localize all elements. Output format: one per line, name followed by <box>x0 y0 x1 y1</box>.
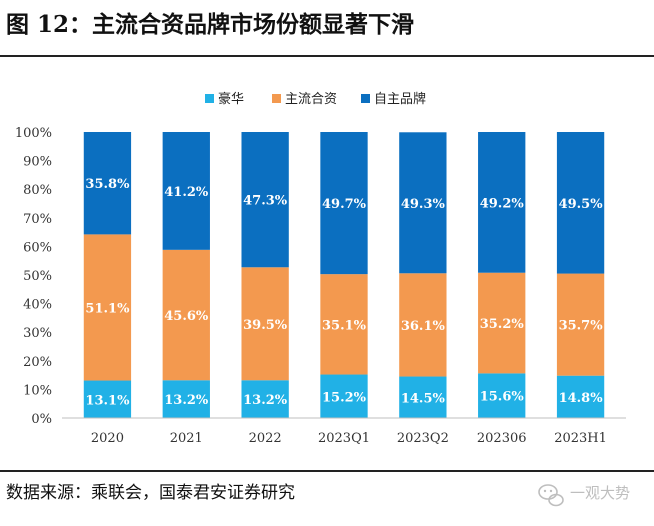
x-tick-label: 2023H1 <box>554 431 607 446</box>
data-label: 15.2% <box>322 390 367 405</box>
y-tick-label: 10% <box>23 383 52 398</box>
x-tick-label: 202306 <box>477 431 527 446</box>
data-label: 35.7% <box>559 319 604 334</box>
x-tick-label: 2020 <box>91 431 124 446</box>
data-label: 51.1% <box>85 301 130 316</box>
bar-segment <box>556 132 605 274</box>
bar-segment <box>241 267 289 381</box>
data-label: 49.7% <box>322 197 367 212</box>
bar-series-group: 13.1% 51.1% 35.8% 13.2% 45.6% 41.2% 13.2% 39.5%… <box>83 132 605 418</box>
data-label: 14.5% <box>401 391 446 406</box>
y-tick-label: 30% <box>23 326 52 341</box>
data-label: 36.1% <box>401 319 446 334</box>
bar-segment <box>556 273 605 376</box>
bar-segment <box>478 272 526 374</box>
y-tick-label: 40% <box>23 298 52 313</box>
x-tick-label: 2023Q2 <box>397 431 449 446</box>
bar-segment <box>83 132 132 235</box>
bar-segment <box>478 373 526 418</box>
data-label: 35.2% <box>480 317 525 332</box>
legend-swatch <box>272 94 281 103</box>
bar-segment <box>320 274 368 375</box>
legend-label: 自主品牌 <box>374 91 426 107</box>
bar-segment <box>399 132 447 274</box>
bar-segment <box>556 375 605 418</box>
bar-segment <box>478 132 526 273</box>
legend-swatch <box>205 94 214 103</box>
data-label: 35.8% <box>85 177 130 192</box>
legend-label: 豪华 <box>218 91 244 107</box>
x-axis: 2020 2021 2022 2023Q1 2023Q2 202306 2023H1 <box>62 417 626 446</box>
bar-segment <box>83 234 132 381</box>
bar-segment <box>162 249 210 381</box>
data-label: 41.2% <box>164 185 209 200</box>
y-tick-label: 0% <box>31 412 52 427</box>
bar-segment <box>320 374 368 418</box>
x-tick-label: 2021 <box>170 431 203 446</box>
source-note: 数据来源：乘联会，国泰君安证券研究 <box>6 483 295 503</box>
legend-swatch <box>361 94 370 103</box>
y-tick-label: 20% <box>23 355 52 370</box>
data-label: 39.5% <box>243 318 288 333</box>
bar-segment <box>320 132 368 275</box>
data-label: 35.1% <box>322 318 367 333</box>
legend-label: 主流合资 <box>285 92 337 107</box>
bar-segment <box>241 380 289 418</box>
figure-title: 图 12：主流合资品牌市场份额显著下滑 <box>6 11 415 38</box>
top-rule <box>0 55 654 57</box>
data-label: 15.6% <box>480 390 525 405</box>
x-tick-label: 2022 <box>249 431 282 446</box>
data-label: 49.5% <box>559 197 604 212</box>
data-label: 13.2% <box>164 393 209 408</box>
y-tick-label: 60% <box>23 240 52 255</box>
data-label: 47.3% <box>243 194 288 209</box>
stacked-bar-chart: 豪华 主流合资 自主品牌 0% 10% 20% 30% 40% 50% 60% 70% 80% 90%… <box>15 91 626 446</box>
y-tick-label: 80% <box>23 183 52 198</box>
data-label: 13.2% <box>243 393 288 408</box>
weixin-icon <box>538 484 564 507</box>
data-label: 14.8% <box>559 391 604 406</box>
y-tick-label: 90% <box>23 155 52 170</box>
watermark-text: 一观大势 <box>570 484 630 502</box>
bottom-rule <box>0 470 654 472</box>
data-label: 45.6% <box>164 309 209 324</box>
watermark: 一观大势 <box>538 484 630 507</box>
bar-segment <box>162 380 210 418</box>
y-tick-label: 70% <box>23 212 52 227</box>
data-label: 49.2% <box>480 196 525 211</box>
data-label: 49.3% <box>401 197 446 212</box>
y-tick-label: 50% <box>23 269 52 284</box>
data-label: 13.1% <box>85 393 130 408</box>
y-tick-label: 100% <box>15 126 52 141</box>
y-axis: 0% 10% 20% 30% 40% 50% 60% 70% 80% 90% 100% <box>15 126 52 427</box>
bar-segment <box>399 273 447 377</box>
bar-segment <box>162 132 210 250</box>
chart-legend: 豪华 主流合资 自主品牌 <box>205 91 426 107</box>
bar-segment <box>241 132 289 268</box>
bar-segment <box>83 380 132 418</box>
bar-segment <box>399 376 447 418</box>
x-tick-label: 2023Q1 <box>318 431 370 446</box>
